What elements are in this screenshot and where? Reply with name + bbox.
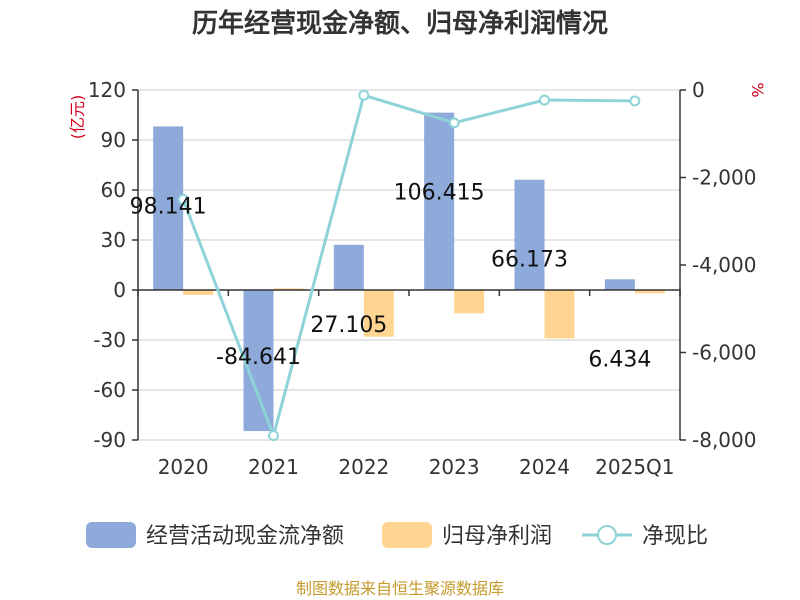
x-tick-label: 2020 — [158, 455, 209, 479]
right-axis-ticks: 0 -2,000 -4,000 -6,000 -8,000 — [680, 78, 756, 452]
ratio-line — [177, 89, 641, 442]
cashflow-data-label: 66.173 — [491, 248, 568, 273]
net-profit-bar — [273, 288, 304, 290]
left-tick-label: -60 — [93, 378, 126, 402]
cashflow-bar — [424, 112, 455, 291]
legend-label-ratio: 净现比 — [642, 524, 708, 549]
left-tick-label: 60 — [101, 178, 126, 202]
left-tick-label: 0 — [113, 278, 126, 302]
x-tick-label: 2025Q1 — [595, 455, 674, 479]
legend-swatch-cashflow — [86, 522, 136, 548]
cashflow-bar — [604, 279, 635, 290]
left-axis-ticks: 120 90 60 30 0 -30 -60 -90 — [88, 78, 138, 452]
right-tick-label: -4,000 — [692, 253, 756, 277]
left-tick-label: -90 — [93, 428, 126, 452]
cashflow-data-label: 6.434 — [588, 347, 651, 372]
legend-label-net-profit: 归母净利润 — [442, 524, 552, 549]
net-profit-bar — [363, 290, 394, 337]
ratio-point — [629, 95, 641, 107]
axes — [137, 90, 681, 440]
net-profit-bar — [183, 290, 214, 295]
cashflow-data-label: 27.105 — [310, 313, 387, 338]
legend-swatch-ratio-marker — [597, 525, 617, 545]
ratio-point — [177, 193, 189, 205]
x-tick-label: 2022 — [338, 455, 389, 479]
ratio-point — [358, 89, 370, 101]
net-profit-bar — [454, 290, 485, 314]
ratio-point — [268, 430, 279, 442]
grid-lines — [138, 89, 680, 441]
x-tick-label: 2024 — [519, 455, 570, 479]
cashflow-bar — [243, 290, 274, 432]
cashflow-data-label: 106.415 — [394, 181, 485, 206]
legend-swatch-net-profit — [382, 522, 432, 548]
cashflow-bar — [333, 244, 364, 290]
left-tick-label: 120 — [88, 78, 126, 102]
ratio-point — [448, 117, 460, 129]
x-tick-label: 2023 — [429, 455, 480, 479]
net-profit-bar — [634, 290, 665, 294]
right-tick-label: -6,000 — [692, 341, 756, 365]
source-note: 制图数据来自恒生聚源数据库 — [296, 579, 504, 598]
legend-label-cashflow: 经营活动现金流净额 — [146, 524, 344, 549]
left-tick-label: -30 — [93, 328, 126, 352]
right-tick-label: -2,000 — [692, 166, 756, 190]
cashflow-data-label: 98.141 — [130, 194, 207, 219]
left-axis-unit: (亿元) — [68, 95, 87, 140]
ratio-point — [539, 94, 550, 106]
right-tick-label: 0 — [692, 78, 705, 102]
bars — [153, 112, 665, 432]
chart-title: 历年经营现金净额、归母净利润情况 — [192, 8, 608, 39]
cashflow-bar — [514, 179, 545, 290]
net-profit-bar — [544, 290, 575, 339]
ratio-line-path — [181, 93, 635, 441]
left-tick-label: 90 — [101, 128, 126, 152]
right-axis-unit: % — [748, 82, 767, 97]
cashflow-bar — [153, 126, 184, 290]
right-tick-label: -8,000 — [692, 428, 756, 452]
data-labels: 98.141 -84.641 27.105 106.415 66.173 6.434 — [130, 181, 652, 373]
x-axis-ticks: 2020 2021 2022 2023 2024 2025Q1 — [158, 455, 675, 479]
legend: 经营活动现金流净额 归母净利润 净现比 — [86, 522, 708, 549]
x-tick-label: 2021 — [248, 455, 299, 479]
left-tick-label: 30 — [101, 228, 126, 252]
cashflow-data-label: -84.641 — [216, 345, 301, 370]
